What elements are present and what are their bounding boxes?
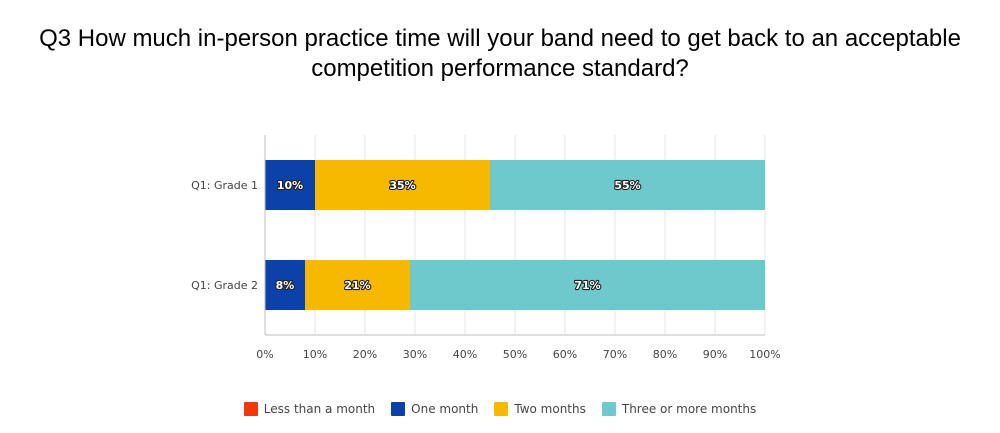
legend-item[interactable]: Three or more months [601, 402, 757, 416]
category-label: Q1: Grade 2 [191, 279, 258, 292]
legend-item[interactable]: Two months [494, 402, 586, 416]
data-label: 8% [276, 279, 295, 292]
x-tick-label: 30% [403, 348, 427, 361]
x-tick-label: 70% [603, 348, 627, 361]
legend-swatch [391, 402, 406, 416]
chart-title: Q3 How much in-person practice time will… [39, 25, 961, 82]
legend-label: Three or more months [621, 402, 757, 416]
x-tick-label: 0% [256, 348, 273, 361]
legend-label: One month [411, 402, 479, 416]
data-label: 55% [614, 179, 640, 192]
bar-segment[interactable] [265, 160, 315, 210]
bar-segment[interactable] [410, 260, 765, 310]
data-label: 71% [574, 279, 600, 292]
x-tick-label: 60% [553, 348, 577, 361]
legend-swatch [243, 402, 258, 416]
bar-segment[interactable] [305, 260, 410, 310]
x-tick-label: 50% [503, 348, 527, 361]
x-tick-label: 80% [653, 348, 677, 361]
data-label: 10% [277, 179, 303, 192]
data-label: 21% [344, 279, 370, 292]
category-label: Q1: Grade 1 [191, 179, 258, 192]
bar-segment[interactable] [315, 160, 490, 210]
axes: 0% 10% 20% 30% 40% 50% 60% 70% 80% 90% 100% Q1: Gra… [191, 135, 781, 361]
x-tick-label: 10% [303, 348, 327, 361]
legend-item[interactable]: One month [391, 402, 478, 416]
x-tick-label: 100% [749, 348, 780, 361]
bars [265, 160, 765, 310]
legend-label: Less than a month [263, 402, 376, 416]
legend-item[interactable]: Less than a month [243, 402, 376, 416]
data-labels: 10% 35% 55% 8% 21% 71% [275, 178, 642, 293]
legend: Less than a month One month Two months Thre… [0, 402, 1000, 416]
x-tick-label: 40% [453, 348, 477, 361]
x-tick-label: 20% [353, 348, 377, 361]
x-tick-label: 90% [703, 348, 727, 361]
legend-swatch [601, 402, 616, 416]
legend-swatch [494, 402, 509, 416]
data-label: 35% [389, 179, 415, 192]
bar-segment[interactable] [490, 160, 765, 210]
bar-segment[interactable] [265, 260, 305, 310]
legend-label: Two months [514, 402, 586, 416]
